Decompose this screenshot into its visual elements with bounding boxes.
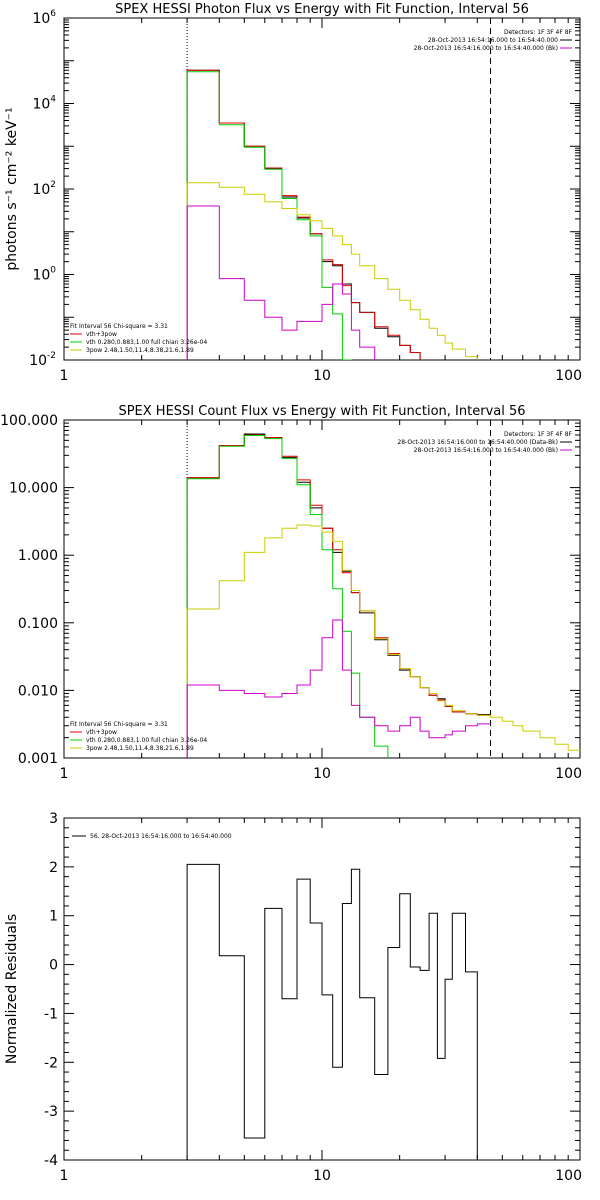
- series-line-1: [186, 433, 491, 758]
- panel-2: SPEX HESSI Count Flux vs Energy with Fit…: [0, 404, 582, 782]
- legend-header: Fit Interval 56 Chi-square = 3.31: [70, 323, 168, 330]
- x-tick-label: 10: [313, 368, 331, 384]
- chart-title: SPEX HESSI Count Flux vs Energy with Fit…: [118, 404, 525, 419]
- y-tick-label: 100: [32, 266, 56, 284]
- legend-entry: 28-Oct-2013 16:54:16.000 to 16:54:40.000…: [414, 447, 558, 454]
- y-tick-base: 10: [32, 268, 50, 284]
- y-tick-label: 106: [32, 9, 56, 27]
- y-tick-exponent: -2: [47, 351, 56, 361]
- y-tick-label: 0.010: [18, 683, 58, 699]
- series-group: [186, 863, 478, 1160]
- x-tick-label: 1: [60, 368, 69, 384]
- y-tick-label: 102: [32, 180, 56, 198]
- y-tick-exponent: 6: [50, 9, 56, 19]
- y-tick-label: -3: [44, 1104, 58, 1120]
- y-tick-label: 10-2: [29, 351, 56, 369]
- y-tick-label: 100.000: [0, 413, 58, 429]
- y-axis-label: Normalized Residuals: [4, 914, 20, 1064]
- series-line-4: [186, 182, 478, 360]
- legend-entry: 28-Oct-2013 16:54:16.000 to 16:54:40.000…: [397, 439, 558, 446]
- y-tick-label: -4: [44, 1153, 58, 1169]
- y-tick-base: 10: [32, 11, 50, 27]
- legend-header: Detectors: 1F 3F 4F 8F: [504, 29, 573, 36]
- y-axis-label: photons s⁻¹ cm⁻² keV⁻¹: [4, 107, 20, 270]
- y-tick-label: 3: [49, 811, 58, 827]
- x-tick-label: 1: [60, 766, 69, 782]
- x-tick-label: 10: [313, 1168, 331, 1184]
- legend-entry: vth+3pow: [86, 331, 117, 338]
- series-group: [186, 69, 478, 360]
- y-tick-exponent: 4: [50, 95, 56, 105]
- series-line-2: [186, 434, 491, 758]
- legend-header: Detectors: 1F 3F 4F 8F: [504, 431, 573, 438]
- y-tick-label: -1: [44, 1006, 58, 1022]
- panel-1: SPEX HESSI Photon Flux vs Energy with Fi…: [4, 2, 582, 384]
- y-tick-base: 10: [32, 97, 50, 113]
- series-group: [186, 433, 580, 758]
- legend-entry: 28-Oct-2013 16:54:16.000 to 16:54:40.000: [428, 37, 558, 44]
- y-tick-label: 104: [32, 95, 56, 113]
- series-line-3: [186, 71, 352, 360]
- x-tick-label: 100: [555, 1168, 582, 1184]
- legend-entry: vth 0.280,0.883,1.00 full chian 3.26e-04: [86, 737, 207, 744]
- x-tick-label: 1: [60, 1168, 69, 1184]
- legend-entry: vth+3pow: [86, 729, 117, 736]
- y-tick-exponent: 0: [50, 266, 56, 276]
- legend-entry: 3pow 2.48,1.50,11.4,8.38,21.6,1.89: [86, 745, 194, 752]
- y-tick-label: 1.000: [18, 548, 58, 564]
- series-line-2: [186, 69, 421, 360]
- legend-entry: vth 0.280,0.883,1.00 full chian 3.26e-04: [86, 339, 207, 346]
- panel-3: 1 10 100 -4 -3 -2 -1 0 1 2 3 Normalized Residuals 56…: [4, 811, 582, 1184]
- series-line-1: [186, 863, 478, 1160]
- plot-frame: [63, 419, 581, 759]
- x-tick-label: 10: [313, 766, 331, 782]
- series-line-5: [186, 619, 491, 758]
- y-tick-label: 10.000: [9, 481, 58, 497]
- y-tick-label: 2: [49, 860, 58, 876]
- legend-entry: 56. 28-Oct-2013 16:54:16.000 to 16:54:40…: [90, 833, 232, 840]
- y-tick-label: -2: [44, 1055, 58, 1071]
- series-line-5: [186, 205, 376, 360]
- x-tick-label: 100: [555, 368, 582, 384]
- y-tick-base: 10: [29, 353, 47, 369]
- legend-header: Fit Interval 56 Chi-square = 3.31: [70, 721, 168, 728]
- series-line-4: [186, 524, 580, 758]
- y-tick-label: 0.100: [18, 616, 58, 632]
- y-tick-label: 0: [49, 958, 58, 974]
- y-tick-exponent: 2: [50, 180, 56, 190]
- y-tick-label: 1: [49, 909, 58, 925]
- y-tick-base: 10: [32, 182, 50, 198]
- y-tick-label: 0.001: [18, 751, 58, 767]
- legend-entry: 28-Oct-2013 16:54:16.000 to 16:54:40.000…: [414, 45, 558, 52]
- x-tick-label: 100: [555, 766, 582, 782]
- legend-entry: 3pow 2.48,1.50,11.4,8.38,21.6,1.89: [86, 347, 194, 354]
- chart-title: SPEX HESSI Photon Flux vs Energy with Fi…: [115, 2, 529, 17]
